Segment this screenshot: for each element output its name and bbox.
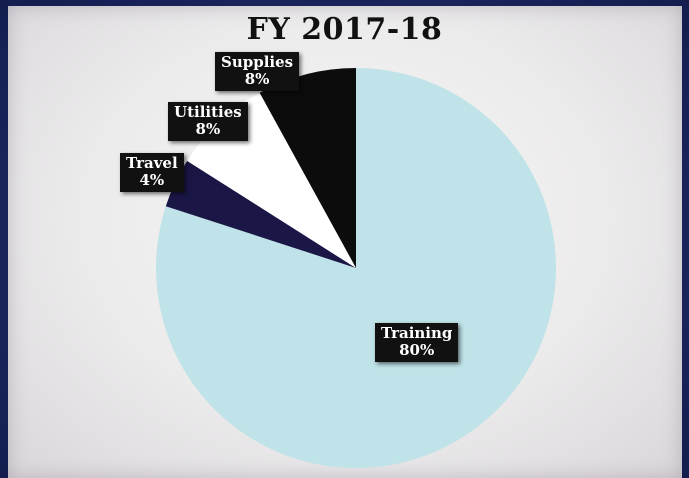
slice-label-supplies-name: Supplies [221,53,294,71]
pie-slice-supplies [259,68,356,268]
slice-label-training-value: 80% [399,341,435,359]
slice-label-training: Training 80% [375,323,459,362]
slice-label-utilities: Utilities 8% [168,102,248,141]
pie-slice-travel [165,160,356,268]
slice-label-training-name: Training [381,324,453,342]
slice-label-travel-name: Travel [126,154,178,172]
slice-label-travel-value: 4% [139,171,165,189]
slice-label-utilities-value: 8% [195,120,221,138]
slice-label-supplies: Supplies 8% [215,52,300,91]
pie-slice-training [156,68,557,468]
chart-title: FY 2017-18 [246,12,443,47]
slice-label-utilities-name: Utilities [174,103,242,121]
slice-label-travel: Travel 4% [120,153,184,192]
slice-label-supplies-value: 8% [244,70,270,88]
